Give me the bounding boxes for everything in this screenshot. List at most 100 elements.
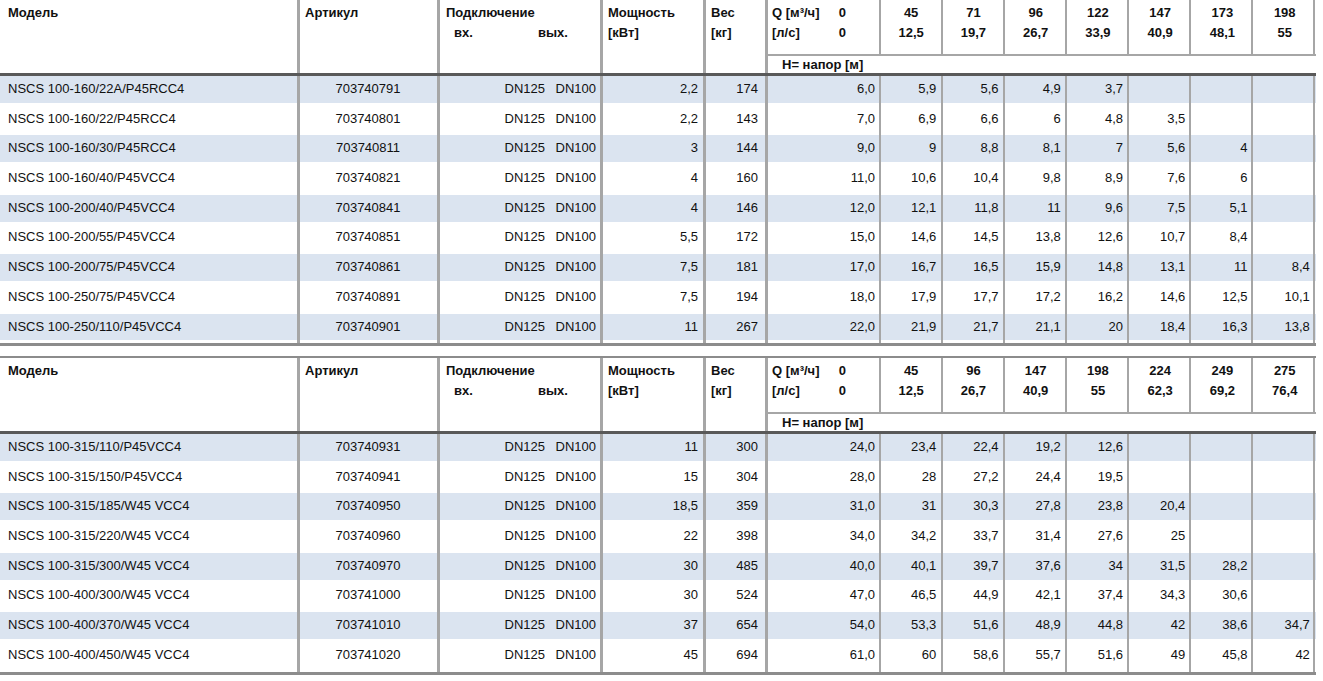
head-value-cell (1254, 76, 1316, 103)
head-value-cell: 10,4 (942, 165, 1004, 192)
head-value-cell: 31,4 (1005, 523, 1067, 550)
head-value-cell: 31,5 (1129, 553, 1191, 580)
q-column-divider (1251, 76, 1253, 343)
q-m3h-value: 71 (942, 3, 1004, 23)
weight-cell: 524 (704, 582, 766, 609)
dn-in-value: DN125 (438, 254, 545, 281)
head-value-cell: 39,7 (942, 553, 1004, 580)
head-value-cell: 6,6 (942, 106, 1004, 133)
weight-cell: 143 (704, 106, 766, 133)
q-column-header: 7119,7 (942, 0, 1004, 54)
head-value-cell: 31,0 (766, 493, 880, 520)
head-value-cell: 34,2 (880, 523, 942, 550)
connection-in-label: вх. (446, 23, 538, 43)
q-column-divider (1127, 434, 1129, 672)
head-value-cell: 19,2 (1005, 434, 1067, 461)
catalog-page: { "colors":{ "row_alt":"#dbe4f0", "grid_… (0, 0, 1323, 681)
article-cell: 703740811 (298, 135, 438, 162)
dn-out-value: DN100 (545, 493, 601, 520)
weight-cell: 144 (704, 135, 766, 162)
column-divider (297, 0, 300, 73)
article-cell: 703741010 (298, 612, 438, 639)
q-m3h-value: 147 (1129, 3, 1191, 23)
q-column-divider (1127, 358, 1129, 414)
head-value-cell: 34 (1067, 553, 1129, 580)
head-value-cell: 24,0 (766, 434, 880, 461)
connection-cell: DN125DN100 (438, 464, 601, 491)
q-column-header: 9626,7 (942, 358, 1004, 412)
column-header-power: Мощность [кВт] (601, 358, 704, 431)
dn-in-value: DN125 (438, 314, 545, 341)
column-header-connection: Подключение вх. вых. (438, 358, 601, 431)
model-cell: NSCS 100-400/450/W45 VCC4 (0, 642, 298, 669)
dn-in-value: DN125 (438, 135, 545, 162)
q-flow-header-row: Q [м³/ч] 0 [л/с] 0 4512,57119,79626,7122… (766, 0, 1316, 54)
connection-cell: DN125DN100 (438, 642, 601, 669)
head-value-cell: 54,0 (766, 612, 880, 639)
table-header: Модель Артикул Подключение вх. вых. Мощн… (0, 358, 1316, 434)
q-m3h-value: 45 (880, 361, 942, 381)
table-row: NSCS 100-200/55/P45VCC4703740851DN125DN1… (0, 224, 1316, 251)
head-value-cell: 27,2 (942, 464, 1004, 491)
table-row: NSCS 100-315/110/P45VCC4703740931DN125DN… (0, 434, 1316, 461)
head-value-cell: 34,0 (766, 523, 880, 550)
head-value-cell: 7,5 (1129, 195, 1191, 222)
dn-in-value: DN125 (438, 106, 545, 133)
weight-label: Вес (704, 361, 766, 381)
q-unit-m3h-label: Q [м³/ч] (772, 361, 820, 381)
article-label: Артикул (298, 3, 438, 23)
table-row: NSCS 100-315/220/W45 VCC4703740960DN125D… (0, 523, 1316, 550)
column-header-connection: Подключение вх. вых. (438, 0, 601, 73)
connection-out-label: вых. (538, 381, 568, 401)
article-cell: 703740901 (298, 314, 438, 341)
head-value-cell: 12,1 (880, 195, 942, 222)
connection-label: Подключение (438, 3, 601, 23)
head-value-cell: 13,8 (1254, 314, 1316, 341)
column-header-article: Артикул (298, 0, 438, 73)
dn-out-value: DN100 (545, 553, 601, 580)
head-value-cell: 48,9 (1005, 612, 1067, 639)
q-column-divider (1003, 0, 1005, 56)
q-m3h-value: 198 (1254, 3, 1316, 23)
head-value-cell: 27,6 (1067, 523, 1129, 550)
power-cell: 18,5 (601, 493, 704, 520)
q-m3h-value: 275 (1254, 361, 1316, 381)
head-value-cell: 45,8 (1191, 642, 1253, 669)
head-value-cell (1254, 553, 1316, 580)
head-value-cell (1129, 464, 1191, 491)
head-value-cell: 20,4 (1129, 493, 1191, 520)
connection-cell: DN125DN100 (438, 284, 601, 311)
q-column-divider (1189, 434, 1191, 672)
head-value-cell: 28 (880, 464, 942, 491)
model-cell: NSCS 100-160/30/P45RCC4 (0, 135, 298, 162)
power-unit-label: [кВт] (601, 23, 704, 43)
head-value-cell: 8,4 (1254, 254, 1316, 281)
head-value-cell (1129, 434, 1191, 461)
head-value-cell: 37,4 (1067, 582, 1129, 609)
q-ls-value: 26,7 (1005, 23, 1067, 43)
weight-unit-label: [кг] (704, 23, 766, 43)
head-value-cell: 24,4 (1005, 464, 1067, 491)
connection-cell: DN125DN100 (438, 314, 601, 341)
power-cell: 2,2 (601, 106, 704, 133)
q-flow-header-row: Q [м³/ч] 0 [л/с] 0 4512,59626,714740,919… (766, 358, 1316, 412)
power-cell: 22 (601, 523, 704, 550)
dn-out-value: DN100 (545, 464, 601, 491)
q-ls-value: 33,9 (1067, 23, 1129, 43)
column-divider (600, 434, 603, 672)
article-cell: 703740821 (298, 165, 438, 192)
model-cell: NSCS 100-200/75/P45VCC4 (0, 254, 298, 281)
article-cell: 703740931 (298, 434, 438, 461)
head-value-cell: 10,1 (1254, 284, 1316, 311)
table-row: NSCS 100-200/40/P45VCC4703740841DN125DN1… (0, 195, 1316, 222)
head-value-cell (1129, 76, 1191, 103)
connection-cell: DN125DN100 (438, 493, 601, 520)
article-cell: 703740801 (298, 106, 438, 133)
head-value-cell: 51,6 (942, 612, 1004, 639)
head-value-cell: 13,1 (1129, 254, 1191, 281)
head-value-cell: 55,7 (1005, 642, 1067, 669)
head-value-cell: 23,8 (1067, 493, 1129, 520)
head-value-cell: 7,0 (766, 106, 880, 133)
head-value-cell: 21,9 (880, 314, 942, 341)
head-value-cell: 27,8 (1005, 493, 1067, 520)
